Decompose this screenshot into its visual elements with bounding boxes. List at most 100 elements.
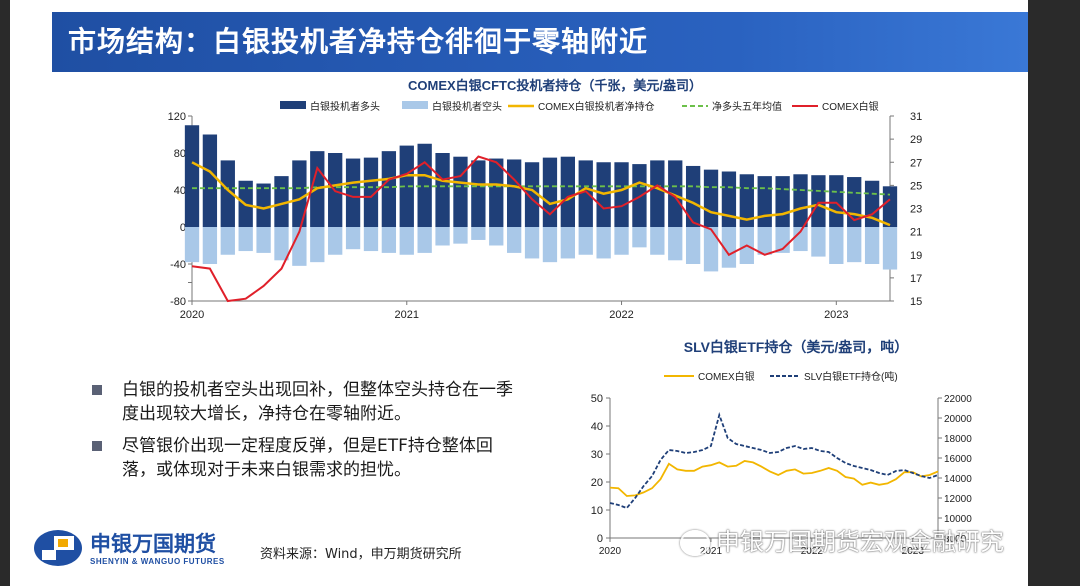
y-tick-label: 0 [597,533,603,545]
long-bar [184,125,200,227]
company-logo: 申银万国期货 SHENYIN & WANGUO FUTURES [32,524,242,574]
short-bar [202,227,218,264]
short-bar [560,227,576,259]
watermark-text: 申银万国期货宏观金融研究 [716,528,1004,556]
long-bar [721,171,737,227]
y-right-tick-label: 10000 [944,514,972,525]
short-bar [345,227,361,250]
long-bar [578,160,593,227]
long-bar [345,158,361,227]
long-bar [453,156,468,227]
silver-price-line [191,155,891,303]
legend-label: SLV白银ETF持仓(吨) [804,370,898,383]
y-tick-label: -40 [170,259,186,271]
net-position-line [191,161,891,227]
x-tick-label: 2022 [801,546,824,557]
short-bar [220,227,235,255]
short-bar [793,227,808,252]
long-bar [829,175,844,227]
short-bar [864,227,880,264]
short-bar [632,227,647,248]
short-bar [757,227,772,255]
short-bar [524,227,540,259]
long-bar [560,156,576,227]
short-bar [578,227,593,255]
bullet-item: 尽管银价出现一定程度反弹，但是ETF持仓整体回落，或体现对于未来白银需求的担忧。 [92,434,526,482]
short-bar [847,227,862,263]
y-tick-label: 0 [180,222,186,234]
short-bar [417,227,432,253]
logo-english-name: SHENYIN & WANGUO FUTURES [90,557,225,566]
y-right-tick-label: 27 [910,157,922,169]
y-right-tick-label: 22000 [944,394,972,405]
y-tick-label: 20 [591,477,603,489]
y-right-tick-label: 14000 [944,474,972,485]
long-bar [506,159,522,227]
y-right-tick-label: 17 [910,273,922,285]
long-bar [435,153,450,227]
slv-holdings-line [609,412,939,510]
y-right-tick-label: 15 [910,296,922,308]
short-bar [399,227,414,255]
x-tick-label: 2021 [700,546,723,557]
long-bar [775,176,790,227]
long-bar [363,157,379,227]
short-bar [363,227,379,252]
long-bar [793,174,808,227]
y-tick-label: 50 [591,393,603,405]
y-right-tick-label: 18000 [944,434,972,445]
watermark: 申银万国期货宏观金融研究 [680,522,1004,557]
long-bar [399,145,414,227]
short-bar [471,227,486,240]
long-bar [524,162,540,227]
y-right-tick-label: 25 [910,180,922,192]
x-tick-label: 2021 [395,309,419,321]
short-bar [274,227,289,261]
y-right-tick-label: 8000 [944,534,967,545]
title-bar [52,12,1028,72]
y-tick-label: 40 [591,421,603,433]
short-bar [489,227,504,246]
long-bar [811,175,826,227]
short-bar [328,227,343,255]
short-bar [292,227,307,266]
slide: 市场结构：白银投机者净持仓徘徊于零轴附近 COMEX白银CFTC投机者持仓（千张… [10,0,1028,586]
short-bar [184,227,200,263]
long-bar [542,157,558,227]
bullet-square-icon [92,441,102,451]
long-bar [650,160,665,227]
long-bar [614,162,629,227]
bullet-text: 白银的投机者空头出现回补，但整体空头持仓在一季度出现较大增长，净持仓在零轴附近。 [122,380,513,424]
bullet-square-icon [92,385,102,395]
long-bar [202,134,218,227]
y-tick-label: 120 [168,111,186,123]
legend-swatch [402,101,428,109]
logo-name: 申银万国期货 [90,532,216,556]
long-bar [703,169,719,227]
long-bar [292,160,307,227]
short-bar [238,227,253,252]
short-bar [811,227,826,257]
short-bar [703,227,719,272]
y-tick-label: 30 [591,449,603,461]
x-tick-label: 2020 [180,309,204,321]
long-bar [632,164,647,227]
five-year-average-line [192,185,891,196]
long-bar [757,176,772,227]
logo-mark-icon [34,530,82,566]
y-right-tick-label: 29 [910,134,922,146]
long-bar [739,174,754,227]
x-tick-label: 2020 [599,546,622,557]
short-bar [829,227,844,264]
short-bar [310,227,325,263]
page-title: 市场结构：白银投机者净持仓徘徊于零轴附近 [68,25,649,58]
y-right-tick-label: 21 [910,227,922,239]
long-bar [685,165,701,227]
y-tick-label: 10 [591,505,603,517]
legend-label: COMEX白银 [698,370,755,383]
short-bar [668,227,683,261]
short-bar [650,227,665,255]
legend-label: COMEX白银 [822,100,879,113]
short-bar [882,227,898,270]
short-bar [506,227,522,253]
